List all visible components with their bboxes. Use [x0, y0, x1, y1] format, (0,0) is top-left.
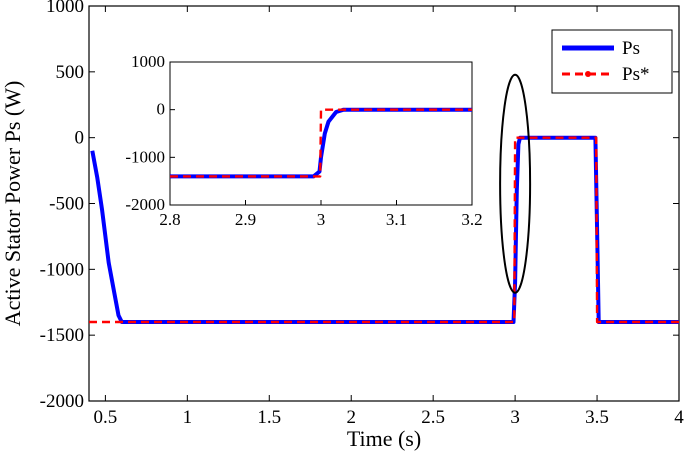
inset-x-tick-label: 3.2	[461, 210, 482, 229]
y-tick-label: 1000	[46, 0, 84, 17]
x-tick-label: 3.5	[585, 407, 609, 428]
x-tick-label: 1.5	[257, 407, 281, 428]
y-tick-label: 500	[56, 62, 85, 83]
x-tick-label: 3	[510, 407, 520, 428]
inset-y-tick-label: -2000	[125, 195, 165, 214]
inset-series-line-ps-ref	[170, 108, 472, 178]
x-tick-label: 4	[674, 407, 684, 428]
series-line-ps-ref	[89, 136, 679, 324]
inset-x-tick-label: 3	[317, 210, 326, 229]
y-axis-label: Active Stator Power Ps (W)	[0, 81, 25, 327]
x-tick-label: 1	[183, 407, 193, 428]
legend-marker	[585, 71, 591, 77]
inset-y-tick-label: -1000	[125, 147, 165, 166]
inset-x-tick-label: 2.9	[235, 210, 256, 229]
y-tick-label: -1000	[40, 259, 84, 280]
y-tick-label: 0	[75, 128, 85, 149]
x-tick-label: 0.5	[94, 407, 118, 428]
inset-plot-area	[169, 61, 473, 206]
x-tick-label: 2.5	[421, 407, 445, 428]
y-tick-label: -1500	[40, 325, 84, 346]
x-axis-label: Time (s)	[347, 426, 421, 451]
inset-x-tick-label: 3.1	[386, 210, 407, 229]
x-tick-label: 2	[346, 407, 356, 428]
inset-y-tick-label: 0	[157, 100, 166, 119]
inset-x-tick-label: 2.8	[159, 210, 180, 229]
inset-y-tick-label: 1000	[131, 52, 165, 71]
legend-label: Ps*	[622, 64, 649, 85]
y-tick-label: -2000	[40, 391, 84, 412]
legend-label: Ps	[622, 38, 640, 59]
highlight-ellipse	[499, 73, 532, 294]
y-tick-label: -500	[49, 194, 84, 215]
legend-box	[551, 29, 673, 94]
